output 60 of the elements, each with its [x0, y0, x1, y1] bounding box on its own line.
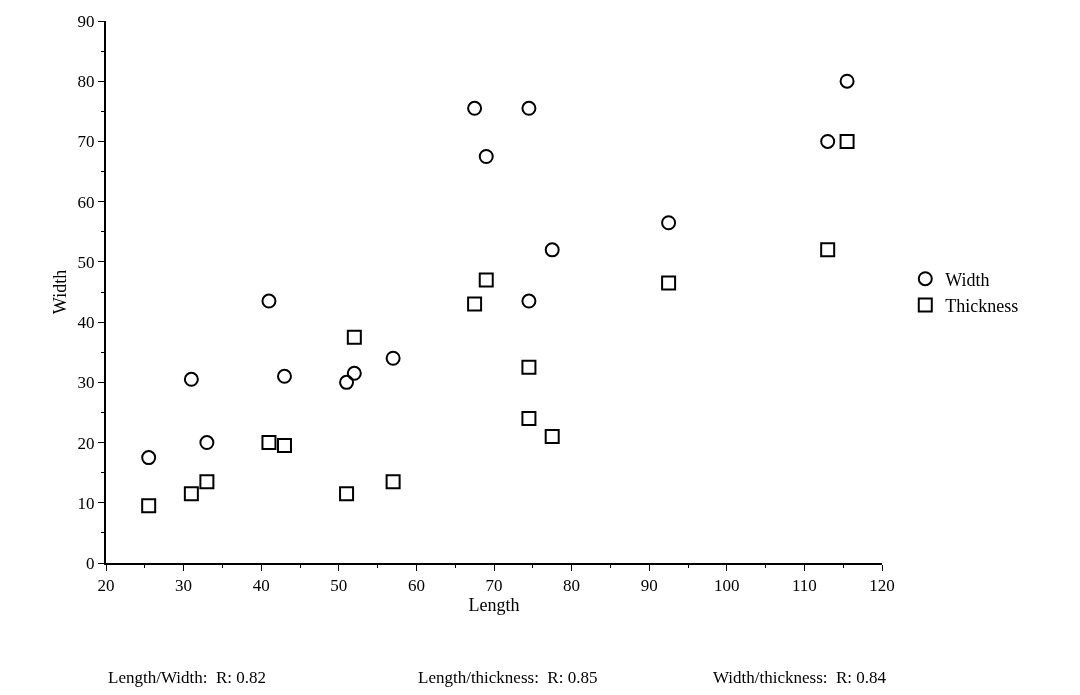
x-tick-label: 90 — [640, 576, 658, 596]
x-tick-label: 100 — [714, 576, 740, 596]
point — [346, 329, 362, 345]
point — [141, 450, 157, 466]
point — [261, 435, 277, 451]
point — [339, 374, 355, 390]
legend-label: Thickness — [945, 296, 1019, 317]
text: Length/Width: R: 0.82 — [108, 668, 266, 687]
x-tick-label: 40 — [252, 576, 270, 596]
x-tick-label: 110 — [791, 576, 817, 596]
point — [183, 486, 199, 502]
y-tick-label: 20 — [77, 433, 95, 453]
x-tick-label: 80 — [563, 576, 581, 596]
y-tick-label: 40 — [77, 313, 95, 333]
point — [261, 293, 277, 309]
y-tick-label: 60 — [77, 192, 95, 212]
point — [839, 133, 855, 149]
y-tick-label: 70 — [77, 132, 95, 152]
point — [385, 474, 401, 490]
y-tick-label: 50 — [77, 252, 95, 272]
point — [521, 293, 537, 309]
point — [339, 486, 355, 502]
point — [183, 371, 199, 387]
x-tick-label: 60 — [407, 576, 425, 596]
point — [467, 296, 483, 312]
y-tick-label: 90 — [77, 11, 95, 31]
legend-label: Width — [945, 269, 990, 290]
point — [467, 100, 483, 116]
y-tick-label: 0 — [86, 553, 95, 573]
point — [478, 149, 494, 164]
point — [544, 429, 560, 445]
text: Length/thickness: R: 0.85 — [418, 668, 598, 687]
point — [276, 438, 292, 454]
point — [839, 73, 855, 89]
y-tick-label: 30 — [77, 373, 95, 393]
y-tick-label: 10 — [77, 493, 95, 513]
x-axis-title: Length — [468, 595, 520, 616]
y-axis-title: Width — [50, 269, 71, 315]
point — [478, 272, 494, 288]
point — [346, 365, 362, 381]
point — [820, 242, 836, 258]
point — [661, 275, 677, 291]
point — [199, 474, 215, 490]
point — [276, 368, 292, 384]
point — [141, 498, 157, 514]
x-tick-label: 70 — [485, 576, 503, 596]
point — [199, 435, 215, 451]
point — [521, 359, 537, 375]
x-tick-label: 50 — [330, 576, 348, 596]
point — [385, 350, 401, 366]
x-tick-label: 120 — [869, 576, 895, 596]
y-tick-label: 80 — [77, 72, 95, 92]
text: Width/thickness: R: 0.84 — [713, 668, 887, 687]
x-tick-label: 20 — [97, 576, 115, 596]
x-tick-label: 30 — [175, 576, 193, 596]
point — [661, 215, 677, 231]
point — [521, 410, 537, 426]
point — [820, 133, 836, 149]
point — [544, 242, 560, 258]
point — [521, 100, 537, 116]
